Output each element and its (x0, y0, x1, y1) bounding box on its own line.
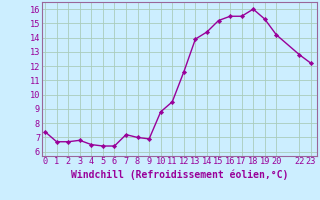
X-axis label: Windchill (Refroidissement éolien,°C): Windchill (Refroidissement éolien,°C) (70, 169, 288, 180)
